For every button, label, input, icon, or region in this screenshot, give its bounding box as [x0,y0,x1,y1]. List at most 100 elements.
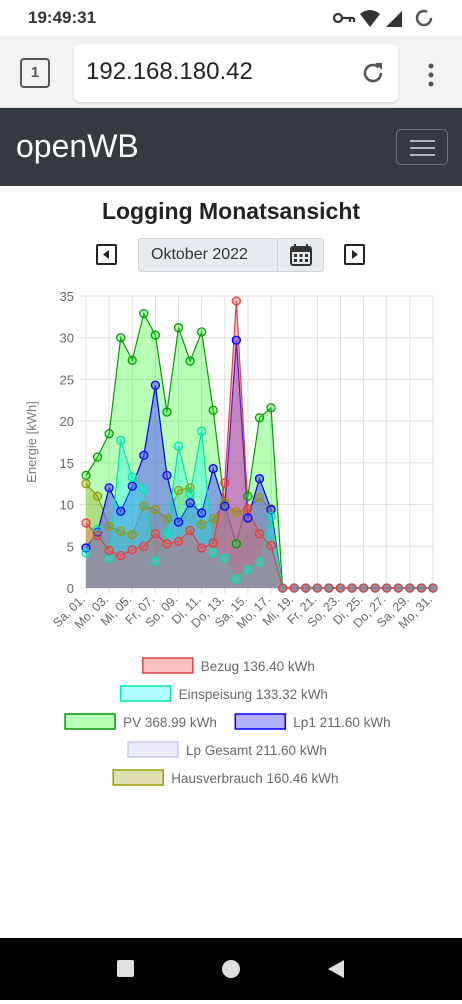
page-title: Logging Monatsansicht [101,198,361,224]
einspeisung-area [86,431,433,588]
legend-swatch-einspeisung [119,685,172,702]
lp1-point [92,527,103,537]
bezug-point [208,538,218,548]
y-tick-label: 5 [67,539,74,554]
lp1-point [185,498,195,508]
hausverbrauch-point [173,485,184,496]
pv-point [92,452,103,462]
hamburger-line [410,140,435,142]
url-text[interactable]: 192.168.180.42 [86,58,253,85]
bezug-point [358,583,369,593]
pv-point [231,539,242,549]
einspeisung-point [104,553,114,563]
caret-right-icon [352,250,358,259]
lp1-point [254,474,265,484]
bezug-point [104,545,114,556]
bezug-point [162,539,172,549]
home-icon [222,960,240,978]
caret-left-icon [103,250,109,259]
month-picker-input[interactable]: Oktober 2022 [138,238,324,272]
hausverbrauch-point [104,521,114,531]
hausverbrauch-point [127,529,137,540]
bezug-point [370,583,380,593]
hausverbrauch-point [92,491,103,501]
pv-point [162,407,172,417]
einspeisung-point [162,528,172,538]
einspeisung-point [266,511,276,521]
bezug-line [85,300,433,589]
lp1-point [116,506,126,516]
lp1-point [162,470,172,481]
hausverbrauch-point [150,504,161,515]
legend-swatch-lp1 [234,713,287,730]
y-tick-label: 30 [60,331,74,346]
hausverbrauch-point [208,514,218,524]
y-tick-label: 0 [67,581,74,596]
bezug-point [301,583,311,593]
wifi-icon [360,10,380,27]
pv-point [208,405,218,415]
pv-area [86,313,433,588]
einspeisung-point [173,441,184,451]
more-vert-icon[interactable] [420,62,442,88]
bezug-point [243,504,253,514]
status-icons [328,8,448,28]
loading-icon [415,9,433,27]
bezug-point [324,583,334,593]
einspeisung-point [208,548,218,558]
hausverbrauch-point [231,507,242,517]
navbar-toggle-button[interactable] [396,129,448,165]
lp1-point [243,513,253,523]
hamburger-line [410,147,435,149]
einspeisung-point [197,426,207,436]
bezug-point [335,583,346,593]
lp-gesamt-area [86,340,433,588]
bezug-point [231,296,242,306]
bezug-point [139,541,149,551]
pv-point [185,356,195,366]
pv-point [173,323,184,333]
reload-icon[interactable] [360,60,386,86]
lp1-point [266,504,276,515]
lp1-point [220,501,230,511]
brand-logo-text[interactable]: openWB [16,128,139,164]
bezug-point [347,583,357,593]
bezug-point [220,478,230,488]
hausverbrauch-point [139,501,149,511]
einspeisung-point [220,553,230,563]
y-tick-label: 15 [60,456,74,471]
hamburger-line [410,154,435,156]
bezug-point [185,525,195,536]
bezug-point [254,529,265,539]
legend-swatch-hausverbrauch [112,769,164,786]
month-value[interactable]: Oktober 2022 [151,246,248,263]
y-tick-label: 35 [60,289,74,304]
einspeisung-point [185,489,195,499]
vpn-key-icon [332,12,356,24]
pv-point [266,403,276,413]
prev-month-button[interactable] [96,244,117,265]
bezug-point [127,544,137,555]
einspeisung-point [150,556,161,566]
calendar-button[interactable] [277,239,323,271]
pv-point [150,330,161,340]
lp1-point [139,450,149,460]
hausverbrauch-point [197,519,207,530]
calendar-icon [290,244,312,266]
lp1-area [86,340,433,588]
month-navigation: Oktober 2022 [0,238,462,272]
tab-switcher-button[interactable]: 1 [20,58,50,88]
bezug-point [81,518,91,528]
y-tick-label: 20 [60,414,74,429]
y-tick-label: 10 [60,498,74,513]
address-bar[interactable]: 192.168.180.42 [74,44,398,102]
bezug-point [382,583,392,593]
einspeisung-point [127,472,137,482]
bezug-point [197,543,207,553]
pv-point [104,429,114,439]
next-month-button[interactable] [344,244,365,265]
pv-point [254,413,265,423]
pv-point [197,327,207,337]
lp1-point [104,483,114,493]
